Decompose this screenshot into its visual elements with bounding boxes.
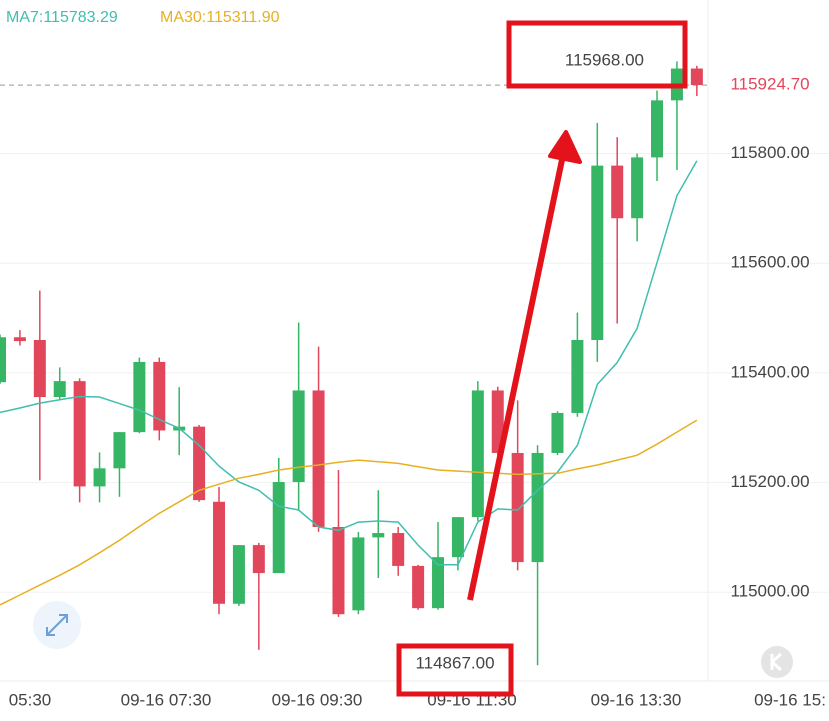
candle-body — [571, 340, 584, 413]
expand-icon — [46, 614, 68, 636]
x-tick-label: 09-16 15: — [754, 690, 826, 709]
candle-body — [332, 527, 345, 615]
candle-body — [213, 501, 226, 604]
y-tick-label: 115600.00 — [730, 253, 809, 272]
low-highlight-box — [396, 643, 514, 697]
labels: 115000.00 115200.00 115400.00 115600.00 1158… — [9, 75, 826, 710]
candle-body — [113, 432, 126, 469]
x-tick-label: 05:30 — [9, 690, 52, 709]
logo-icon — [770, 652, 782, 672]
candle-body — [73, 381, 86, 487]
candle-body — [272, 482, 285, 574]
candle-body — [471, 390, 484, 518]
candle-body — [93, 468, 106, 487]
low-label: 114867.00 — [415, 653, 494, 672]
trend-arrow — [467, 154, 566, 601]
x-tick-label: 09-16 09:30 — [272, 690, 363, 709]
grid — [0, 84, 829, 593]
y-tick-label: 115000.00 — [730, 582, 809, 601]
last-price-label: 115924.70 — [730, 75, 809, 94]
candle-body — [651, 100, 664, 158]
candle-body — [690, 68, 703, 85]
candle-body — [252, 545, 265, 574]
legend-ma7: MA7:115783.29 — [6, 9, 118, 26]
candle-body — [392, 533, 405, 566]
candle-body — [133, 361, 146, 433]
candle-body — [33, 340, 46, 398]
plot-area — [0, 61, 703, 666]
logo-button[interactable] — [761, 646, 793, 678]
high-label: 115968.00 — [565, 50, 644, 69]
ma7-line — [0, 160, 698, 566]
candle-body — [292, 390, 305, 483]
candle-body — [372, 533, 385, 538]
candle-body — [0, 337, 6, 383]
candle-body — [451, 517, 464, 558]
trend-arrow-head — [548, 130, 582, 164]
candle-body — [232, 545, 245, 604]
candle-body — [591, 165, 604, 340]
y-tick-label: 115400.00 — [730, 362, 809, 381]
candle-body — [53, 381, 66, 398]
candle-body — [412, 565, 425, 609]
candle-body — [193, 426, 206, 501]
candle-body — [511, 452, 524, 563]
candle-body — [153, 361, 166, 431]
y-tick-label: 115800.00 — [730, 143, 809, 162]
high-highlight-box — [506, 20, 688, 89]
candle-body — [312, 390, 325, 527]
x-tick-label: 09-16 13:30 — [591, 690, 682, 709]
candle-body — [551, 412, 564, 453]
candle-body — [432, 557, 445, 609]
candle-body — [531, 452, 544, 563]
x-tick-label: 09-16 07:30 — [121, 690, 212, 709]
candle-body — [611, 165, 624, 219]
y-tick-label: 115200.00 — [730, 472, 809, 491]
candle-body — [631, 157, 644, 219]
candle-body — [352, 537, 365, 611]
candle-body — [13, 337, 26, 342]
legend-ma30: MA30:115311.90 — [160, 9, 280, 26]
candle-body — [491, 390, 504, 453]
ma30-line — [0, 419, 698, 606]
